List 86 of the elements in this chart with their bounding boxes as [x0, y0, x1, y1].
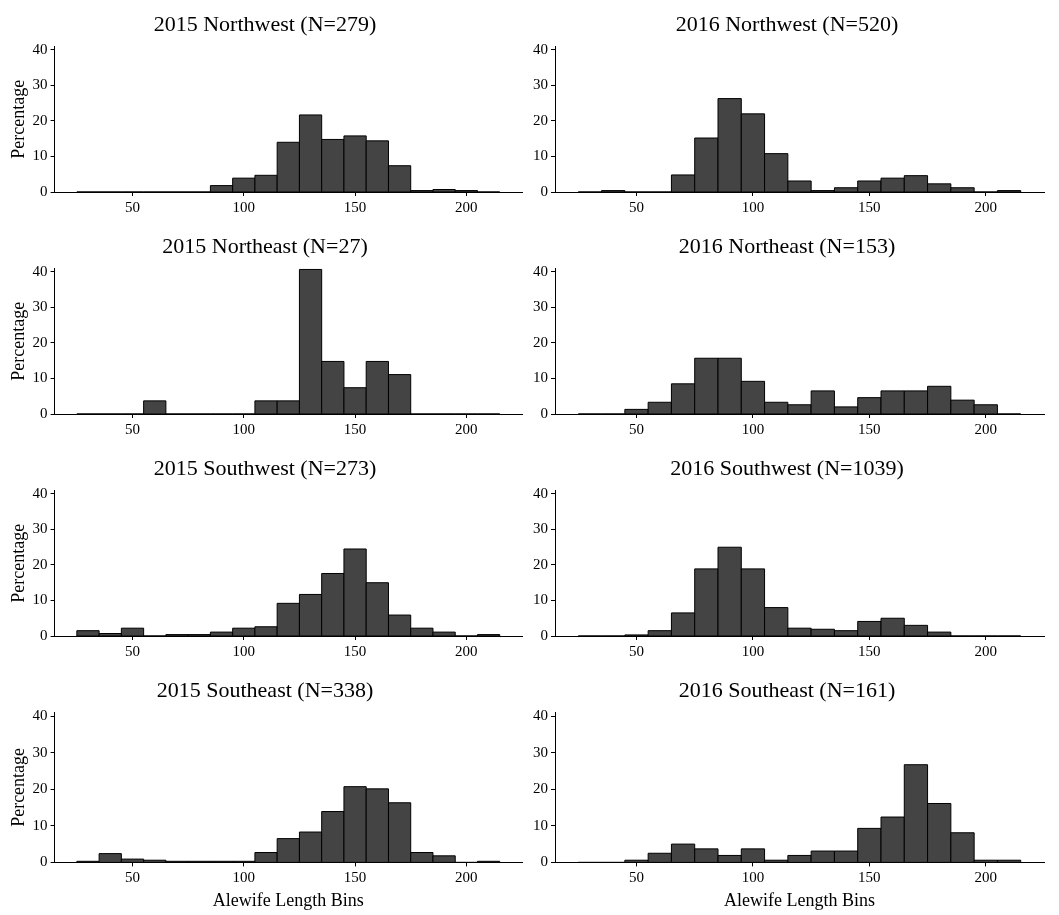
x-tick-label: 100 — [232, 642, 256, 659]
y-tick-label: 10 — [32, 816, 48, 833]
x-tick-label: 200 — [974, 642, 998, 659]
y-tick-label: 40 — [32, 40, 48, 57]
x-tick-label: 150 — [343, 198, 367, 215]
x-tick-label: 200 — [974, 198, 998, 215]
x-tick-label: 50 — [125, 642, 140, 659]
y-tick-label: 10 — [533, 147, 548, 164]
y-tick-label: 20 — [32, 333, 48, 350]
y-tick-label: 30 — [533, 298, 548, 315]
y-tick-label: 40 — [533, 40, 548, 57]
y-tick-label: 20 — [533, 555, 548, 572]
x-tick-label: 200 — [455, 869, 478, 886]
x-tick-label: 50 — [125, 420, 140, 437]
x-tick-label: 150 — [858, 869, 881, 886]
y-axis-title: Percentage — [7, 747, 28, 827]
x-tick-label: 200 — [455, 420, 478, 437]
y-tick-label: 0 — [540, 853, 548, 870]
y-tick-label: 10 — [32, 369, 48, 386]
x-tick-label: 100 — [741, 869, 765, 886]
y-tick-label: 10 — [32, 147, 48, 164]
y-tick-label: 10 — [32, 591, 48, 608]
y-tick-label: 0 — [40, 182, 48, 199]
y-tick-label: 0 — [40, 853, 48, 870]
y-axis-title: Percentage — [7, 79, 28, 159]
x-axis-title: Alewife Length Bins — [724, 889, 875, 910]
x-tick-label: 150 — [343, 420, 367, 437]
chart-title: 2016 Southeast (N=161) — [678, 676, 896, 702]
x-tick-label: 50 — [629, 420, 644, 437]
chart-title: 2015 Southwest (N=273) — [153, 454, 377, 480]
x-tick-label: 200 — [974, 869, 998, 886]
x-tick-label: 50 — [125, 198, 140, 215]
x-tick-label: 100 — [232, 420, 256, 437]
y-tick-label: 20 — [533, 333, 548, 350]
chart-title: 2015 Northwest (N=279) — [153, 10, 377, 36]
y-tick-label: 10 — [533, 369, 548, 386]
chart-title: 2016 Southwest (N=1039) — [670, 454, 904, 480]
y-tick-label: 20 — [533, 111, 548, 128]
y-tick-label: 30 — [32, 298, 48, 315]
y-tick-label: 20 — [32, 111, 48, 128]
y-tick-label: 20 — [32, 780, 48, 797]
y-tick-label: 40 — [533, 707, 548, 723]
y-axis-title: Percentage — [7, 301, 28, 381]
x-tick-label: 100 — [741, 198, 765, 215]
y-tick-label: 0 — [540, 626, 548, 643]
y-tick-label: 0 — [40, 404, 48, 421]
y-tick-label: 30 — [533, 743, 548, 760]
x-tick-label: 200 — [974, 420, 998, 437]
x-tick-label: 150 — [858, 198, 881, 215]
y-tick-label: 10 — [533, 591, 548, 608]
chart-title: 2015 Southeast (N=338) — [156, 676, 374, 702]
x-tick-label: 50 — [629, 642, 644, 659]
y-tick-label: 20 — [533, 780, 548, 797]
x-tick-label: 100 — [232, 198, 256, 215]
x-tick-label: 50 — [125, 869, 140, 886]
x-tick-label: 150 — [858, 420, 881, 437]
y-tick-label: 30 — [32, 76, 48, 93]
y-tick-label: 40 — [32, 484, 48, 501]
x-tick-label: 50 — [629, 198, 644, 215]
x-axis-title: Alewife Length Bins — [212, 889, 364, 910]
y-axis-title: Percentage — [7, 523, 28, 603]
x-tick-label: 50 — [629, 869, 644, 886]
y-tick-label: 30 — [32, 520, 48, 537]
y-tick-label: 30 — [533, 520, 548, 537]
x-tick-label: 100 — [741, 420, 765, 437]
y-tick-label: 40 — [533, 262, 548, 279]
chart-title: 2016 Northeast (N=153) — [678, 232, 896, 258]
x-tick-label: 200 — [455, 198, 478, 215]
x-tick-label: 150 — [858, 642, 881, 659]
y-tick-label: 10 — [533, 816, 548, 833]
x-tick-label: 150 — [343, 642, 367, 659]
x-tick-label: 200 — [455, 642, 478, 659]
y-tick-label: 30 — [533, 76, 548, 93]
x-tick-label: 150 — [343, 869, 367, 886]
chart-title: 2016 Northwest (N=520) — [675, 10, 899, 36]
y-tick-label: 40 — [32, 707, 48, 723]
x-tick-label: 100 — [232, 869, 256, 886]
y-tick-label: 0 — [40, 626, 48, 643]
x-tick-label: 100 — [741, 642, 765, 659]
y-tick-label: 40 — [32, 262, 48, 279]
y-tick-label: 20 — [32, 555, 48, 572]
chart-title: 2015 Northeast (N=27) — [162, 232, 368, 258]
y-tick-label: 30 — [32, 743, 48, 760]
y-tick-label: 40 — [533, 484, 548, 501]
y-tick-label: 0 — [540, 182, 548, 199]
y-tick-label: 0 — [540, 404, 548, 421]
